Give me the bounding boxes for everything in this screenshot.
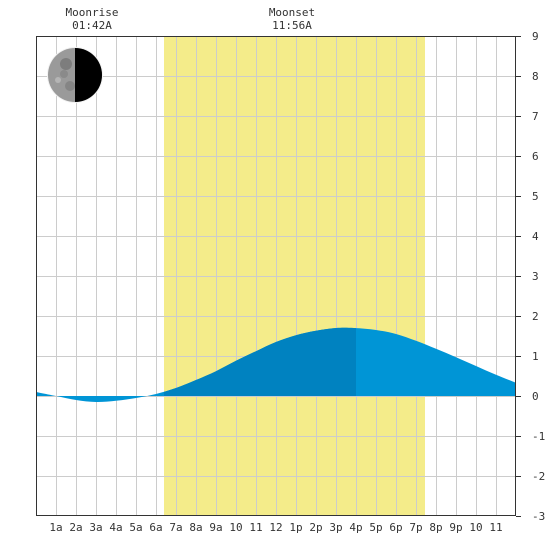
plot-frame <box>36 36 516 516</box>
y-tick-label: -2 <box>532 470 545 483</box>
x-tick-label: 8a <box>189 521 202 534</box>
x-tick-label: 8p <box>429 521 442 534</box>
x-tick-label: 5a <box>129 521 142 534</box>
y-tick-label: 2 <box>532 310 539 323</box>
y-tick-label: 8 <box>532 70 539 83</box>
x-tick-label: 7a <box>169 521 182 534</box>
x-tick-label: 7p <box>409 521 422 534</box>
x-tick-label: 1p <box>289 521 302 534</box>
y-tick-label: 5 <box>532 190 539 203</box>
x-tick-label: 6p <box>389 521 402 534</box>
y-tick-label: 1 <box>532 350 539 363</box>
moonset-label: Moonset <box>269 6 315 19</box>
y-tick-label: -3 <box>532 510 545 523</box>
y-tick-label: 3 <box>532 270 539 283</box>
y-tick-label: 4 <box>532 230 539 243</box>
y-tick-label: 7 <box>532 110 539 123</box>
moonrise-label: Moonrise <box>66 6 119 19</box>
x-tick-label: 11 <box>249 521 262 534</box>
y-tick-label: 9 <box>532 30 539 43</box>
x-tick-label: 10 <box>469 521 482 534</box>
x-tick-label: 4a <box>109 521 122 534</box>
tide-area-highlight <box>164 327 356 396</box>
x-tick-label: 3p <box>329 521 342 534</box>
x-tick-label: 9a <box>209 521 222 534</box>
y-tick-label: -1 <box>532 430 545 443</box>
x-tick-label: 11 <box>489 521 502 534</box>
x-tick-label: 3a <box>89 521 102 534</box>
y-tick-label: 6 <box>532 150 539 163</box>
last-quarter-moon-icon <box>47 47 103 103</box>
x-tick-label: 9p <box>449 521 462 534</box>
x-tick-label: 2p <box>309 521 322 534</box>
x-tick-label: 1a <box>49 521 62 534</box>
x-tick-label: 5p <box>369 521 382 534</box>
x-tick-label: 2a <box>69 521 82 534</box>
moonrise-time: 01:42A <box>72 19 112 32</box>
moonset-time: 11:56A <box>272 19 312 32</box>
y-tick-label: 0 <box>532 390 539 403</box>
x-tick-label: 6a <box>149 521 162 534</box>
x-tick-label: 12 <box>269 521 282 534</box>
x-tick-label: 10 <box>229 521 242 534</box>
x-tick-label: 4p <box>349 521 362 534</box>
